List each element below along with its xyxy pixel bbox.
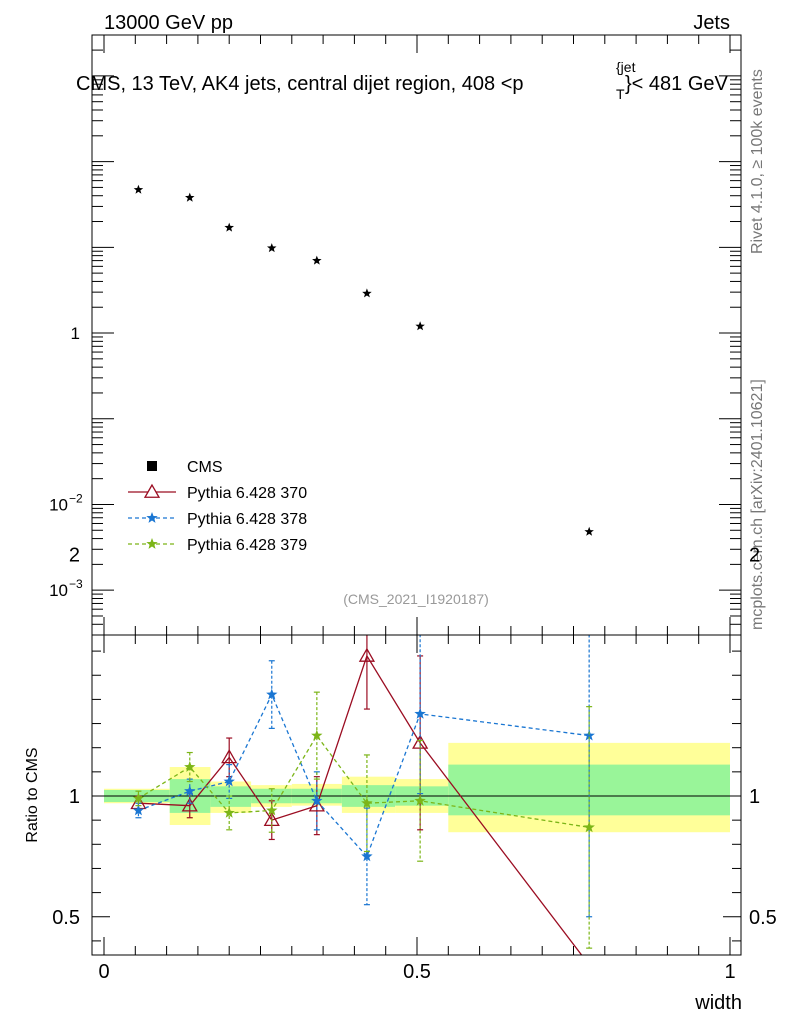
header-category-label: Jets	[693, 12, 730, 34]
cms-data-point	[224, 222, 234, 232]
ratio-marker-star	[583, 729, 595, 741]
x-tick-label: 0	[98, 961, 109, 983]
legend-label: Pythia 6.428 378	[187, 511, 307, 528]
ratio-y-tick-label-right: 0.5	[749, 907, 777, 929]
ratio-marker-star	[223, 806, 235, 818]
cms-data-point	[267, 243, 277, 253]
x-tick-label: 1	[724, 961, 735, 983]
legend-marker-triangle	[143, 483, 161, 498]
ratio-marker-triangle	[181, 797, 198, 812]
side-label-rivet: Rivet 4.1.0, ≥ 100k events	[749, 69, 766, 254]
ratio-uncertainty-bands	[104, 742, 730, 833]
legend-marker-star	[146, 538, 158, 549]
main-y-tick-exponent: −2	[69, 491, 83, 505]
ratio-y-tick-label-right: 1	[749, 786, 760, 808]
ratio-y-axis-label: Ratio to CMS	[24, 747, 41, 842]
main-y-tick-label: 10	[49, 495, 68, 514]
ratio-marker-star	[132, 792, 145, 804]
ratio-marker-triangle	[358, 647, 376, 662]
main-data-points	[133, 184, 594, 536]
ratio-marker-star	[266, 688, 278, 700]
ratio-y-tick-label-right: 2	[749, 545, 760, 567]
cms-data-point	[185, 192, 195, 202]
ratio-marker-star	[132, 804, 145, 816]
ratio-axis-ticks: 0.5 0.5 1 1 2 2 0 0.5 1	[52, 545, 777, 984]
main-y-tick-label: 1	[71, 324, 80, 343]
plot-title-sup: {jet	[616, 59, 636, 75]
ratio-marker-star	[583, 821, 595, 833]
ratio-series-clip	[130, 635, 595, 955]
ratio-series	[130, 635, 595, 955]
legend-marker-star	[146, 512, 158, 523]
ratio-frame	[91, 634, 742, 956]
plot-title-sub: T	[616, 86, 625, 102]
cms-data-point	[362, 288, 372, 298]
legend-label: CMS	[187, 459, 223, 476]
ratio-marker-star	[184, 785, 196, 796]
legend-marker-square	[147, 461, 157, 471]
plot-title: CMS, 13 TeV, AK4 jets, central dijet reg…	[76, 73, 524, 95]
x-axis-label: width	[694, 992, 742, 1014]
ratio-y-tick-label: 0.5	[52, 907, 80, 929]
ratio-marker-star	[414, 707, 426, 719]
x-tick-label: 0.5	[403, 961, 431, 983]
ratio-panel: 0.5 0.5 1 1 2 2 0 0.5 1 Ratio to CMS width	[24, 545, 777, 1015]
cms-data-point	[133, 184, 144, 194]
ratio-y-tick-label: 1	[69, 786, 80, 808]
ratio-marker-star	[311, 729, 323, 741]
ratio-y-tick-label: 2	[69, 545, 80, 567]
cms-data-point	[415, 321, 425, 331]
plot-title-end: }< 481 GeV	[625, 73, 729, 95]
ratio-marker-star	[414, 794, 426, 806]
ratio-marker-star	[361, 797, 373, 809]
header-energy-label: 13000 GeV pp	[104, 12, 233, 34]
legend: CMS Pythia 6.428 370 Pythia 6.428 378 Pythi…	[128, 459, 307, 554]
plot-title-main: CMS, 13 TeV, AK4 jets, central dijet reg…	[76, 73, 524, 95]
ratio-series-line	[138, 654, 583, 955]
ratio-marker-star	[184, 761, 196, 772]
legend-label: Pythia 6.428 379	[187, 537, 307, 554]
ratio-marker-triangle	[308, 797, 325, 812]
ratio-series-line	[138, 734, 590, 829]
cms-data-point	[312, 255, 322, 265]
ratio-marker-star	[223, 775, 235, 787]
cms-data-point	[584, 526, 594, 536]
ratio-marker-star	[266, 804, 278, 816]
watermark: (CMS_2021_I1920187)	[343, 591, 489, 607]
side-label-mcplots: mcplots.cern.ch [arXiv:2401.10621]	[749, 379, 766, 630]
ratio-band-inner	[210, 786, 252, 807]
ratio-marker-triangle	[221, 749, 238, 764]
main-panel: 110−210−3 (CMS_2021_I1920187) CMSPythia …	[49, 34, 742, 636]
legend-label: Pythia 6.428 370	[187, 485, 307, 502]
main-axis-ticks: 110−210−3	[49, 34, 741, 636]
ratio-marker-star	[361, 850, 373, 862]
main-y-tick-exponent: −3	[69, 577, 83, 591]
ratio-marker-star	[311, 794, 323, 806]
main-y-tick-label: 10	[49, 581, 68, 600]
